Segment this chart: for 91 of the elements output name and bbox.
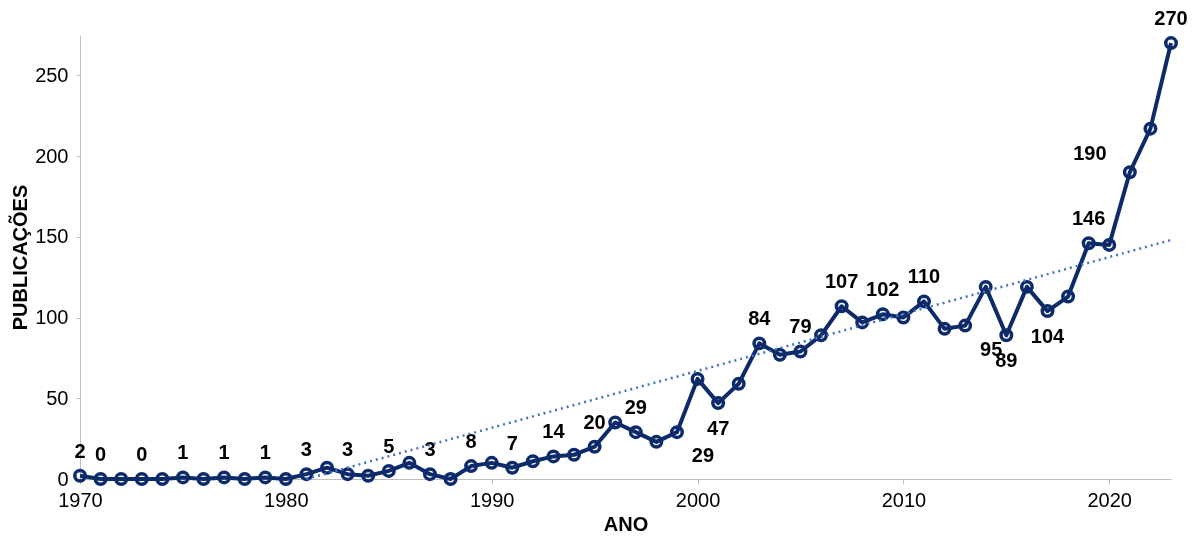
point (505, 460, 520, 475)
point (958, 318, 973, 333)
point (711, 396, 726, 411)
y-tick-label: 0 (57, 467, 69, 490)
data-label: 190 (1073, 142, 1107, 165)
point (772, 347, 787, 362)
x-tick-label: 1970 (58, 488, 103, 511)
point (608, 415, 623, 430)
point (1040, 304, 1055, 319)
point (443, 472, 458, 486)
point (237, 472, 252, 486)
y-tick-label: 250 (35, 63, 69, 86)
data-label: 146 (1071, 207, 1106, 230)
data-label: 2 (74, 439, 86, 462)
data-label: 29 (624, 396, 647, 419)
point (402, 455, 417, 470)
data-label: 84 (748, 307, 772, 330)
data-label: 79 (789, 315, 812, 338)
data-label: 1 (218, 441, 230, 464)
point (278, 472, 293, 486)
point (1143, 121, 1158, 136)
point (834, 299, 849, 314)
point (299, 467, 314, 482)
point (587, 439, 602, 454)
point (690, 371, 705, 386)
data-label: 3 (424, 438, 436, 461)
point (217, 470, 232, 485)
data-label: 8 (465, 430, 477, 453)
point (896, 310, 911, 325)
point (916, 294, 931, 309)
point (525, 454, 540, 469)
point (628, 425, 643, 440)
point (1081, 236, 1096, 251)
data-label: 29 (691, 444, 715, 467)
point (1102, 237, 1117, 252)
x-tick-label: 2000 (675, 488, 721, 511)
point (814, 328, 829, 343)
point (752, 336, 767, 351)
data-label: 0 (95, 443, 107, 465)
point (196, 472, 211, 486)
y-tick-label: 50 (46, 386, 69, 409)
data-label: 1 (177, 441, 189, 464)
point (361, 468, 376, 483)
point (546, 449, 561, 464)
point (793, 344, 808, 359)
point (93, 472, 108, 486)
point (134, 472, 149, 486)
data-label: 3 (300, 438, 312, 461)
data-label: 102 (866, 278, 900, 301)
point (484, 455, 499, 470)
point (340, 467, 355, 482)
point (155, 472, 170, 486)
data-label: 107 (824, 270, 859, 293)
point (1122, 165, 1137, 180)
data-label: 5 (383, 434, 395, 457)
point (649, 434, 664, 449)
point (464, 459, 479, 474)
point (1061, 289, 1076, 304)
x-tick-label: 1990 (469, 488, 515, 511)
y-tick-label: 100 (35, 306, 69, 329)
data-label: 104 (1030, 325, 1066, 348)
point (175, 470, 190, 485)
point (875, 307, 890, 322)
x-tick-label: 2010 (881, 488, 927, 511)
point (320, 460, 335, 475)
x-tick-label: 1980 (264, 488, 309, 511)
point (567, 447, 582, 462)
point (731, 376, 746, 391)
data-label: 14 (542, 420, 566, 443)
y-tick-label: 150 (35, 225, 69, 248)
data-label: 110 (907, 265, 941, 288)
x-tick-label: 2020 (1087, 488, 1132, 511)
data-label: 270 (1154, 7, 1188, 30)
point (114, 472, 129, 486)
y-axis-title: PUBLICAÇÕES (8, 184, 32, 331)
point (999, 328, 1014, 343)
data-label: 20 (583, 410, 606, 433)
x-axis-title: ANO (603, 512, 649, 535)
data-label: 3 (342, 438, 354, 461)
data-label: 47 (707, 417, 730, 440)
point (855, 315, 870, 330)
point (669, 425, 684, 440)
y-tick-label: 200 (35, 144, 69, 167)
point (1019, 279, 1034, 294)
data-label: 7 (506, 431, 518, 454)
point (422, 467, 437, 482)
data-label: 0 (136, 443, 148, 465)
point (258, 470, 273, 485)
data-label: 1 (259, 441, 271, 464)
point (937, 321, 952, 336)
point (381, 463, 396, 478)
